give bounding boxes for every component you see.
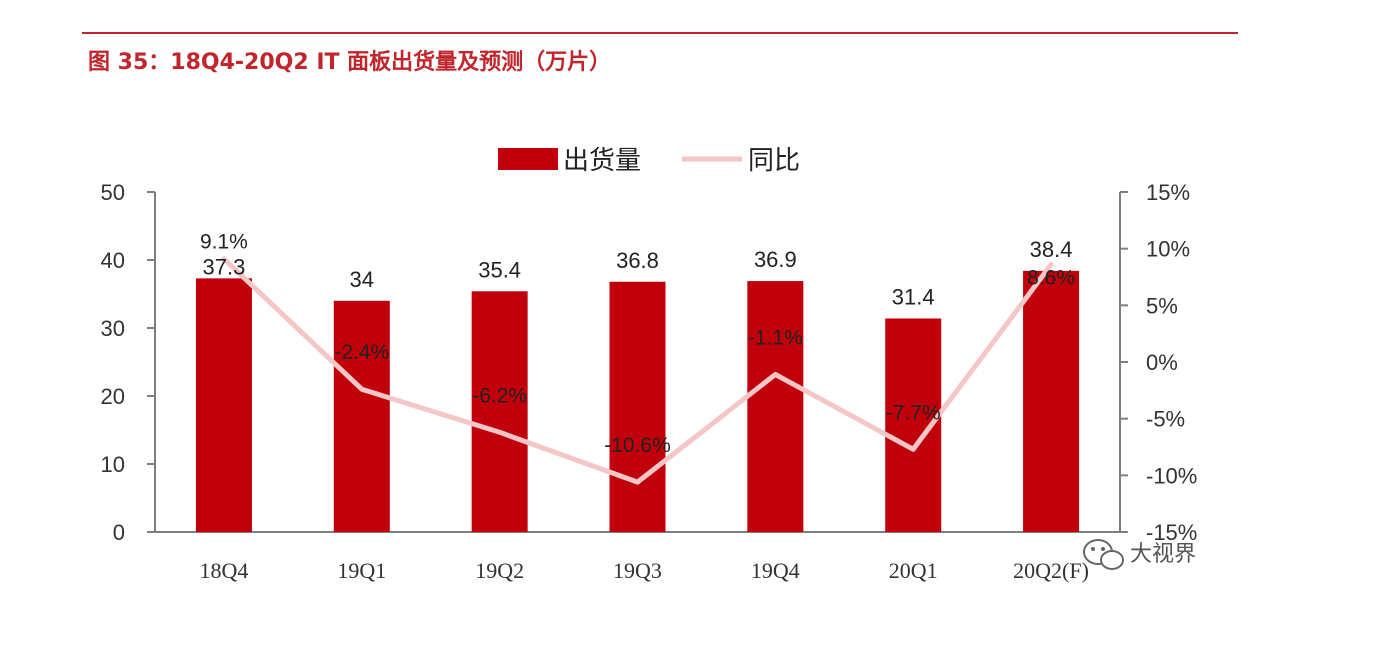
right-axis-tick-label: 5% — [1146, 293, 1178, 318]
right-axis-tick-label: 15% — [1146, 180, 1190, 205]
bar-value-label: 34 — [350, 267, 374, 292]
right-axis-tick-label: -10% — [1146, 463, 1197, 488]
bar — [333, 300, 390, 532]
left-axis-tick-label: 20 — [101, 384, 125, 409]
bar-value-label: 36.9 — [754, 247, 797, 272]
watermark-text: 大视界 — [1130, 542, 1196, 567]
line-value-label: -6.2% — [472, 384, 527, 407]
left-axis-tick-label: 30 — [101, 316, 125, 341]
bar — [471, 291, 528, 532]
right-axis-tick-label: 0% — [1146, 350, 1178, 375]
bar — [1023, 270, 1080, 532]
bar-value-label: 31.4 — [892, 284, 935, 309]
x-axis-tick-label: 19Q2 — [475, 558, 524, 583]
right-axis-tick-label: 10% — [1146, 237, 1190, 262]
left-axis-tick-label: 40 — [101, 248, 125, 273]
x-axis-tick-label: 20Q2(F) — [1013, 558, 1089, 583]
bar — [609, 281, 666, 532]
legend-swatch-bar — [498, 148, 558, 170]
left-axis-tick-label: 0 — [113, 520, 125, 545]
data-labels: 37.3 34 35.4 36.8 36.9 31.4 38.4 9.1% -2.4% -6.2%… — [200, 230, 1075, 457]
bar-value-label: 35.4 — [478, 257, 521, 282]
right-axis-tick-label: -5% — [1146, 407, 1185, 432]
x-axis-tick-label: 19Q3 — [613, 558, 662, 583]
legend-label-bar: 出货量 — [563, 146, 641, 176]
x-axis-tick-label: 19Q4 — [751, 558, 800, 583]
watermark: 大视界 — [1083, 539, 1196, 570]
bar — [747, 281, 804, 532]
bars — [195, 270, 1080, 532]
figure-title: 图 35：18Q4-20Q2 IT 面板出货量及预测（万片） — [88, 50, 612, 75]
line-value-label: 9.1% — [200, 230, 248, 253]
left-axis-tick-label: 10 — [101, 452, 125, 477]
left-axis-tick-label: 50 — [101, 180, 125, 205]
line-value-label: -10.6% — [604, 434, 671, 457]
line-value-label: -2.4% — [334, 341, 389, 364]
legend-label-line: 同比 — [748, 146, 800, 176]
line-value-label: -1.1% — [748, 326, 803, 349]
bar-value-label: 37.3 — [203, 254, 246, 279]
title-rule — [82, 32, 1238, 34]
x-axis-tick-label: 19Q1 — [337, 558, 386, 583]
legend: 出货量 同比 — [498, 146, 800, 176]
wechat-icon — [1083, 539, 1124, 570]
right-axis-tick-label: -15% — [1146, 520, 1197, 545]
line-value-label: 8.6% — [1027, 267, 1075, 290]
yoy-line — [221, 256, 1054, 485]
line-series — [221, 256, 1054, 485]
axes: 0 10 20 30 40 50 -15% -10% -5% 0% 5% 10% 15% 18Q4 19Q1… — [101, 180, 1198, 583]
x-axis-tick-label: 18Q4 — [199, 558, 248, 583]
x-axis-tick-label: 20Q1 — [889, 558, 938, 583]
bar-value-label: 36.8 — [616, 248, 659, 273]
line-value-label: -7.7% — [886, 401, 941, 424]
bar — [195, 278, 252, 532]
bar-value-label: 38.4 — [1030, 237, 1073, 262]
